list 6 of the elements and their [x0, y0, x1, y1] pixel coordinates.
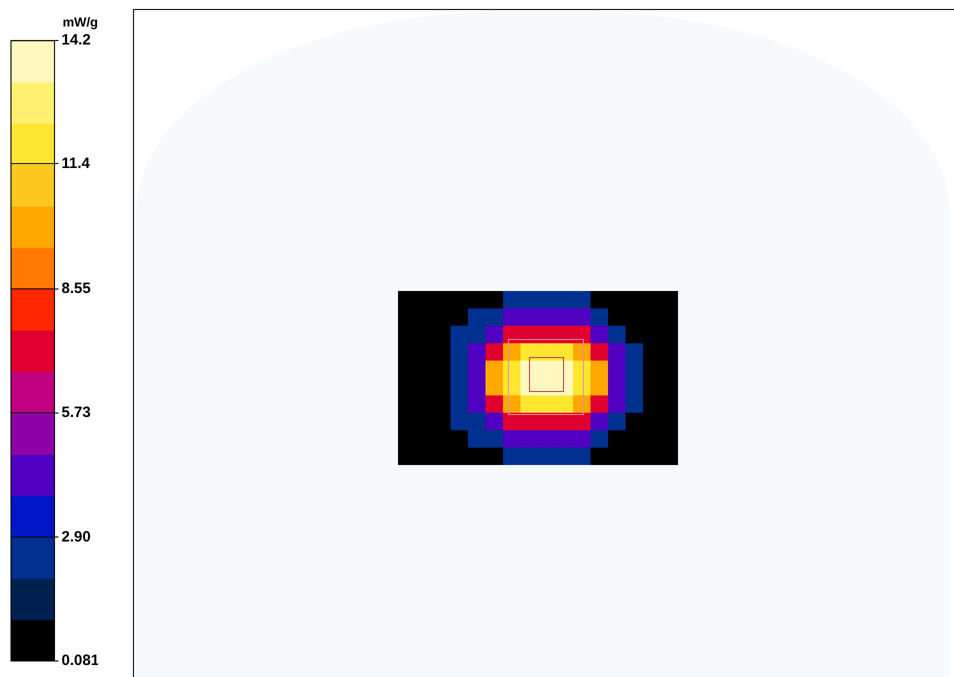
color-bar-label: 14.2 — [62, 32, 91, 49]
color-bar-title: mW/g — [62, 14, 98, 30]
color-bar-label: 2.90 — [62, 528, 91, 546]
color-bar-label: 8.55 — [62, 280, 91, 298]
color-bar-label: 11.4 — [62, 154, 91, 172]
color-bar-label: 5.73 — [62, 404, 91, 421]
